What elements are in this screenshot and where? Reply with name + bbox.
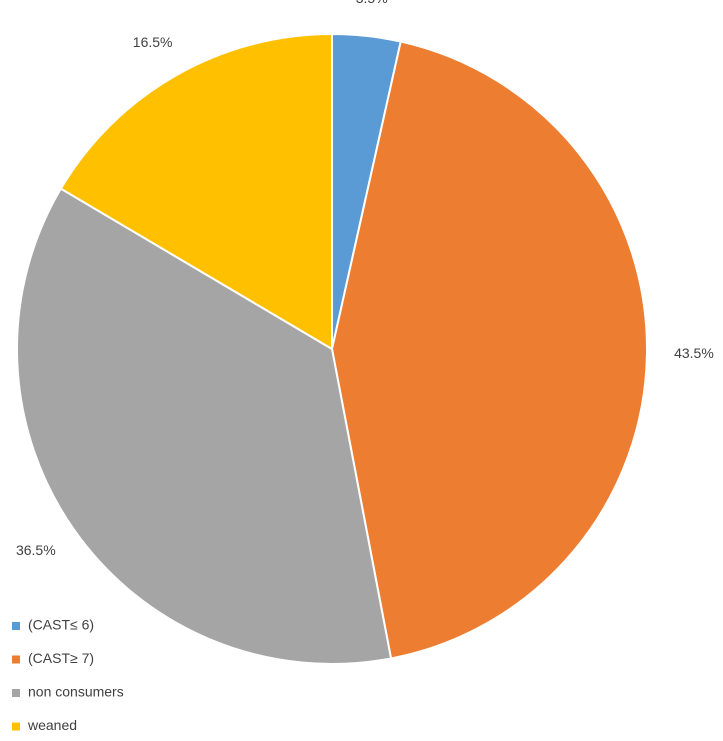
pie-slice [59, 32, 333, 351]
legend-swatch [12, 722, 20, 731]
data-label: 36.5% [16, 542, 56, 558]
legend-label: (CAST≥ 7) [28, 650, 94, 666]
legend-swatch [12, 655, 20, 664]
pie-slice [330, 40, 648, 660]
legend-label: (CAST≤ 6) [28, 617, 94, 633]
data-label: 16.5% [133, 34, 173, 50]
legend-label: non consumers [28, 684, 124, 700]
data-label: 3.5% [356, 0, 388, 6]
legend-swatch [12, 622, 20, 630]
pie-slice [16, 187, 393, 665]
legend-swatch [12, 689, 20, 697]
legend-label: weaned [27, 717, 77, 733]
data-label: 43.5% [674, 345, 714, 361]
